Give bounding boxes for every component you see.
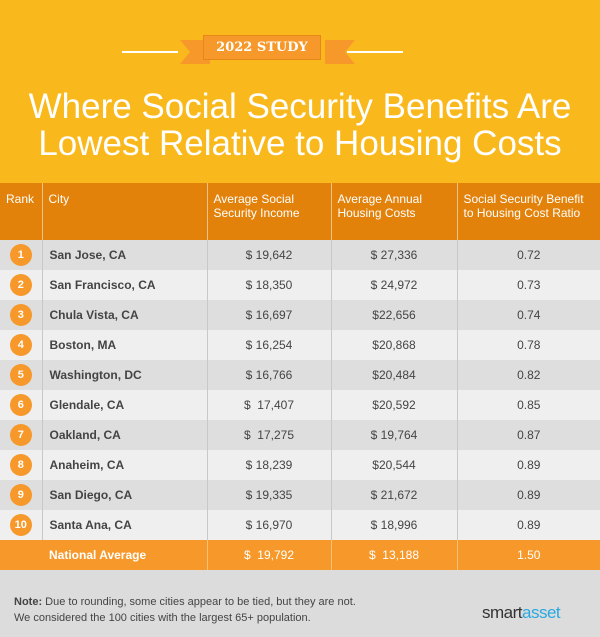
title-line: Where Social Security Benefits Are xyxy=(28,87,572,126)
title-line: Lowest Relative to Housing Costs xyxy=(38,124,562,163)
housing-cell: $ 24,972 xyxy=(331,270,458,300)
income-cell: $ 19,335 xyxy=(207,480,332,510)
ratio-cell: 0.82 xyxy=(457,360,600,390)
city-cell: Chula Vista, CA xyxy=(42,300,208,330)
ranking-table: Rank City Average Social Security Income… xyxy=(0,183,600,570)
ratio-cell: 0.89 xyxy=(457,480,600,510)
rank-badge: 10 xyxy=(9,514,32,536)
table-row: 1 San Jose, CA $ 19,642 $ 27,336 0.72 xyxy=(0,240,600,270)
rank-cell: 7 xyxy=(0,420,43,450)
housing-cell: $22,656 xyxy=(331,300,458,330)
city-cell: San Jose, CA xyxy=(42,240,208,270)
rank-badge: 9 xyxy=(9,484,32,506)
housing-cell: $ 27,336 xyxy=(331,240,458,270)
logo-text: asset xyxy=(522,603,561,622)
smartasset-logo: smartasset xyxy=(482,603,561,623)
table-row: 8 Anaheim, CA $ 18,239 $20,544 0.89 xyxy=(0,450,600,480)
housing-cell: $ 19,764 xyxy=(331,420,458,450)
header-rank: Rank xyxy=(0,183,43,240)
table-row: 9 San Diego, CA $ 19,335 $ 21,672 0.89 xyxy=(0,480,600,510)
rank-badge: 1 xyxy=(9,244,32,266)
note-label: Note: xyxy=(14,596,43,608)
city-cell: Washington, DC xyxy=(42,360,208,390)
national-label: National Average xyxy=(0,540,208,570)
income-cell: $ 16,697 xyxy=(207,300,332,330)
rank-badge: 4 xyxy=(9,334,32,356)
ratio-cell: 0.85 xyxy=(457,390,600,420)
housing-cell: $ 13,188 xyxy=(331,540,458,570)
rank-badge: 7 xyxy=(9,424,32,446)
city-cell: Boston, MA xyxy=(42,330,208,360)
housing-cell: $20,484 xyxy=(331,360,458,390)
housing-cell: $20,592 xyxy=(331,390,458,420)
table-row: 4 Boston, MA $ 16,254 $20,868 0.78 xyxy=(0,330,600,360)
ratio-cell: 0.89 xyxy=(457,510,600,540)
rank-cell: 9 xyxy=(0,480,43,510)
income-cell: $ 16,766 xyxy=(207,360,332,390)
city-cell: Santa Ana, CA xyxy=(42,510,208,540)
divider xyxy=(347,51,403,53)
table-row: 6 Glendale, CA $ 17,407 $20,592 0.85 xyxy=(0,390,600,420)
header-ratio: Social Security Benefit to Housing Cost … xyxy=(457,183,600,240)
rank-cell: 2 xyxy=(0,270,43,300)
income-cell: $ 18,350 xyxy=(207,270,332,300)
header-banner: 2022 STUDY Where Social Security Benefit… xyxy=(0,0,600,183)
ratio-cell: 0.73 xyxy=(457,270,600,300)
city-cell: Anaheim, CA xyxy=(42,450,208,480)
rank-cell: 6 xyxy=(0,390,43,420)
header-income: Average Social Security Income xyxy=(207,183,332,240)
income-cell: $ 19,792 xyxy=(207,540,332,570)
table-row: 3 Chula Vista, CA $ 16,697 $22,656 0.74 xyxy=(0,300,600,330)
table-row: 5 Washington, DC $ 16,766 $20,484 0.82 xyxy=(0,360,600,390)
footnote: Note: Due to rounding, some cities appea… xyxy=(14,594,356,626)
housing-cell: $20,544 xyxy=(331,450,458,480)
page-title: Where Social Security Benefits Are Lowes… xyxy=(0,88,600,162)
note-text: We considered the 100 cities with the la… xyxy=(14,612,311,624)
national-average-row: National Average $ 19,792 $ 13,188 1.50 xyxy=(0,540,600,570)
rank-badge: 6 xyxy=(9,394,32,416)
income-cell: $ 17,275 xyxy=(207,420,332,450)
housing-cell: $ 18,996 xyxy=(331,510,458,540)
rank-cell: 1 xyxy=(0,240,43,270)
table-row: 10 Santa Ana, CA $ 16,970 $ 18,996 0.89 xyxy=(0,510,600,540)
income-cell: $ 18,239 xyxy=(207,450,332,480)
income-cell: $ 17,407 xyxy=(207,390,332,420)
ratio-cell: 0.78 xyxy=(457,330,600,360)
rank-badge: 2 xyxy=(9,274,32,296)
ratio-cell: 0.87 xyxy=(457,420,600,450)
city-cell: Oakland, CA xyxy=(42,420,208,450)
rank-badge: 5 xyxy=(9,364,32,386)
logo-text: smart xyxy=(482,603,523,622)
housing-cell: $20,868 xyxy=(331,330,458,360)
study-badge: 2022 STUDY xyxy=(203,35,321,60)
header-housing: Average Annual Housing Costs xyxy=(331,183,458,240)
housing-cell: $ 21,672 xyxy=(331,480,458,510)
rank-cell: 4 xyxy=(0,330,43,360)
rank-cell: 8 xyxy=(0,450,43,480)
divider xyxy=(122,51,178,53)
table-row: 2 San Francisco, CA $ 18,350 $ 24,972 0.… xyxy=(0,270,600,300)
rank-cell: 10 xyxy=(0,510,43,540)
city-cell: San Diego, CA xyxy=(42,480,208,510)
income-cell: $ 19,642 xyxy=(207,240,332,270)
rank-badge: 8 xyxy=(9,454,32,476)
city-cell: San Francisco, CA xyxy=(42,270,208,300)
rank-cell: 5 xyxy=(0,360,43,390)
income-cell: $ 16,254 xyxy=(207,330,332,360)
header-city: City xyxy=(42,183,208,240)
table-row: 7 Oakland, CA $ 17,275 $ 19,764 0.87 xyxy=(0,420,600,450)
note-text: Due to rounding, some cities appear to b… xyxy=(42,596,356,608)
rank-cell: 3 xyxy=(0,300,43,330)
ratio-cell: 0.74 xyxy=(457,300,600,330)
ratio-cell: 0.89 xyxy=(457,450,600,480)
ratio-cell: 0.72 xyxy=(457,240,600,270)
city-cell: Glendale, CA xyxy=(42,390,208,420)
ratio-cell: 1.50 xyxy=(457,540,600,570)
income-cell: $ 16,970 xyxy=(207,510,332,540)
ribbon-tail xyxy=(325,40,355,64)
rank-badge: 3 xyxy=(9,304,32,326)
